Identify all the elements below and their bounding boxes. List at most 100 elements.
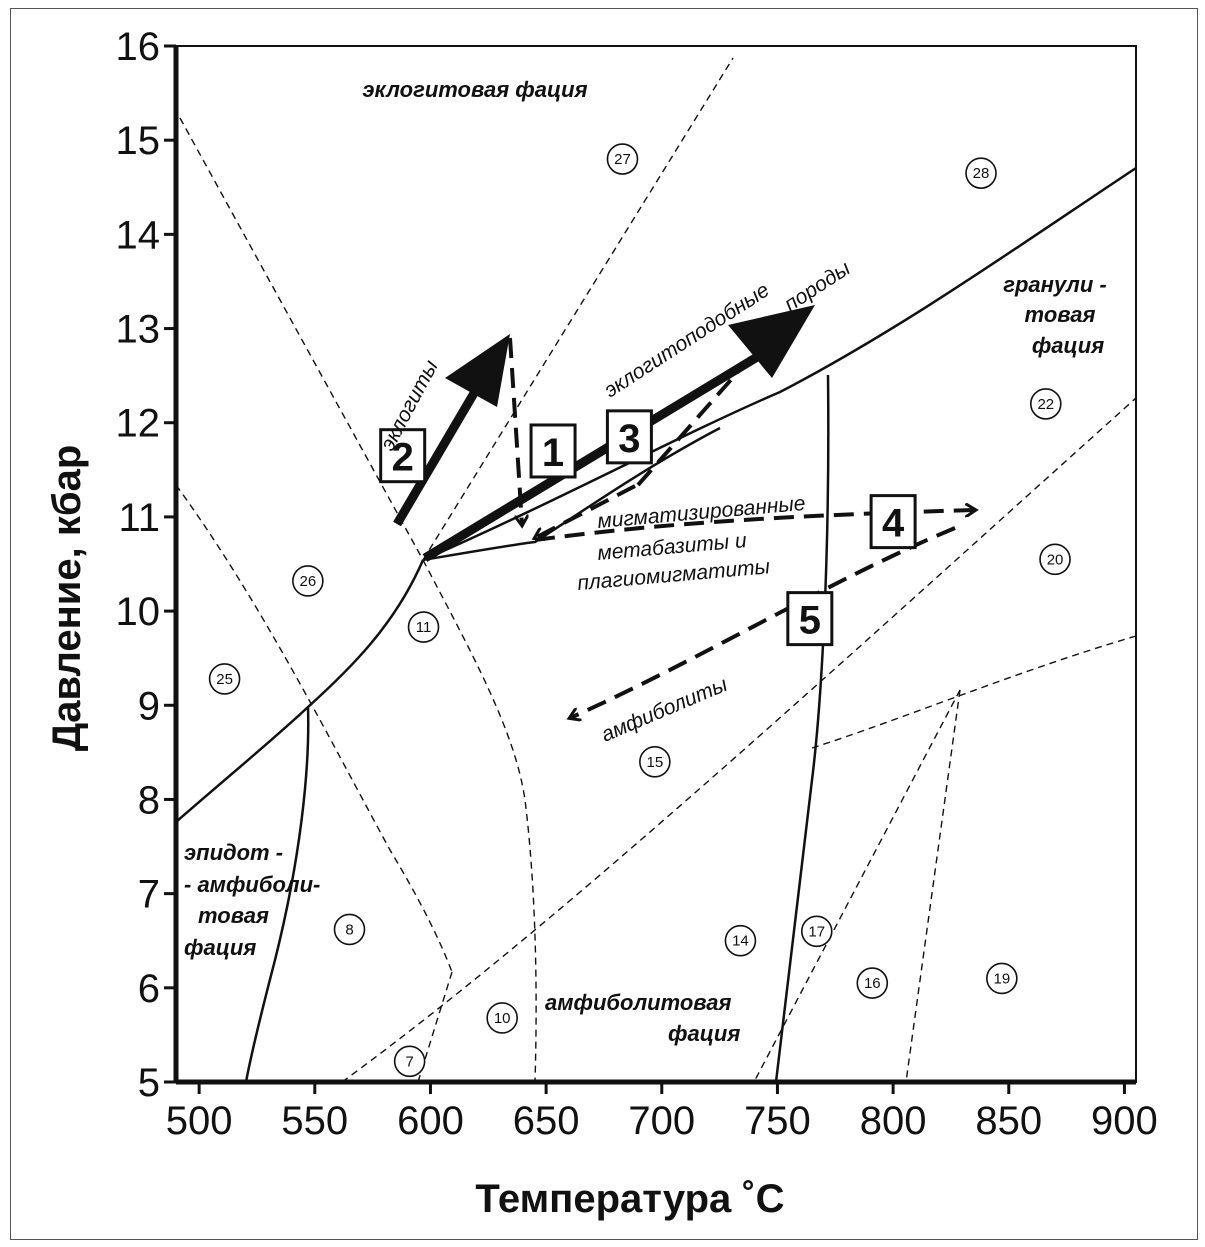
- reaction-circle: [292, 565, 324, 597]
- reaction-line-19: [905, 689, 961, 1083]
- granulite-vertical-curve: [774, 374, 830, 1083]
- path-4-dashed-arrow: [534, 510, 975, 542]
- reaction-number-20: 20: [1039, 543, 1071, 576]
- reaction-number-label: 26: [300, 573, 317, 590]
- reaction-number-label: 15: [646, 754, 663, 771]
- y-tick-label: 7: [138, 873, 160, 917]
- x-tick-label: 650: [513, 1099, 580, 1143]
- path-box-frame: [379, 428, 427, 484]
- path-box-frame: [869, 494, 917, 550]
- reaction-number-17: 17: [800, 915, 833, 948]
- path-5-dashed-arrow: [570, 526, 956, 718]
- granulite-facies-label-1: гранули -: [1003, 272, 1107, 297]
- x-ticks: 500 550 600 650 700 750 800 850 900: [166, 1082, 1158, 1143]
- eclogite-boundary-curve: [175, 559, 425, 823]
- epidote-amphibolite-curve: [244, 706, 310, 1083]
- reaction-number-22: 22: [1029, 388, 1062, 420]
- path-2-arrow-line: [393, 380, 484, 527]
- reaction-number-27: 27: [606, 143, 639, 175]
- epidote-facies-label-1: эпидот -: [184, 840, 283, 865]
- epidote-facies-label-2: - амфиболи-: [184, 872, 320, 897]
- reaction-circle: [407, 611, 440, 643]
- figure-frame: [10, 8, 1198, 1240]
- reaction-line-16: [753, 689, 961, 1083]
- y-tick-label: 14: [116, 213, 161, 257]
- reaction-number-8: 8: [333, 913, 366, 946]
- path-box-frame: [529, 423, 577, 479]
- reaction-circle: [1039, 543, 1071, 576]
- reaction-number-15: 15: [639, 745, 671, 778]
- solid-arrows: [393, 305, 815, 562]
- x-tick-label: 850: [975, 1099, 1042, 1143]
- reaction-number-label: 14: [732, 933, 749, 950]
- reaction-number-label: 17: [808, 923, 825, 940]
- path-3-dashed-arrow: [535, 484, 636, 538]
- reaction-circle: [800, 915, 833, 948]
- path-box-number: 4: [882, 502, 905, 546]
- y-ticks: 5 6 7 8 9 10 11 12 13 14 15 16: [116, 25, 176, 1105]
- reaction-line-26: [175, 484, 453, 973]
- x-tick-label: 500: [166, 1099, 233, 1143]
- epidote-facies-label-4: фация: [184, 935, 256, 960]
- reaction-line-27-right: [422, 57, 734, 561]
- y-tick-label: 5: [138, 1061, 160, 1105]
- reaction-number-28: 28: [965, 157, 997, 189]
- y-tick-label: 13: [116, 308, 161, 352]
- granulite-facies-label-2: товая: [1025, 302, 1096, 327]
- amphibolite-facies-label-2: фация: [668, 1021, 740, 1046]
- reaction-circle: [639, 745, 671, 778]
- solid-curves: [175, 166, 1137, 1083]
- path-number-boxes: 1 2 3 4 5: [379, 409, 917, 647]
- reaction-number-11: 11: [407, 611, 440, 643]
- path-1-arrowhead: [728, 305, 815, 378]
- reaction-number-label: 7: [405, 1053, 413, 1070]
- reaction-number-label: 19: [993, 970, 1010, 987]
- x-tick-label: 750: [744, 1099, 811, 1143]
- reaction-number-label: 25: [216, 671, 233, 688]
- y-tick-label: 16: [116, 25, 161, 69]
- reaction-number-label: 22: [1037, 396, 1054, 413]
- reaction-number-label: 11: [416, 619, 432, 636]
- y-axis-title: Давление, кбар: [45, 445, 89, 752]
- path-box-3: 3: [605, 409, 653, 465]
- reaction-circle: [724, 924, 757, 957]
- reaction-circle: [393, 1045, 426, 1078]
- reaction-circle: [856, 967, 889, 999]
- granulite-facies-label-3: фация: [1032, 333, 1104, 358]
- x-tick-label: 800: [860, 1099, 927, 1143]
- path-box-4: 4: [869, 494, 917, 550]
- reaction-number-label: 10: [494, 1010, 511, 1027]
- path-box-frame: [786, 591, 834, 647]
- path-1-arrow-line: [422, 344, 775, 562]
- reaction-circle: [333, 913, 366, 946]
- amphibolite-facies-label-1: амфиболитовая: [545, 990, 732, 1015]
- path-box-1: 1: [529, 423, 577, 479]
- reaction-number-16: 16: [856, 967, 889, 999]
- reaction-circle: [1029, 388, 1062, 420]
- reaction-number-26: 26: [292, 565, 324, 597]
- path-box-5: 5: [786, 591, 834, 647]
- path-2-arrowhead: [445, 334, 510, 407]
- y-tick-label: 10: [116, 590, 161, 634]
- eclogite-facies-label: эклогитовая фация: [362, 77, 587, 102]
- path-2-retro-dashed-arrow: [508, 337, 522, 525]
- y-tick-label: 11: [118, 496, 160, 540]
- y-tick-label: 12: [116, 402, 161, 446]
- reaction-circle: [986, 962, 1018, 995]
- reaction-line-22: [341, 397, 1137, 1083]
- reaction-line-27-left: [179, 117, 424, 561]
- reaction-number-10: 10: [486, 1002, 518, 1034]
- y-tick-label: 6: [138, 967, 160, 1011]
- reaction-number-19: 19: [986, 962, 1018, 995]
- plot-area: [175, 45, 1137, 1083]
- reaction-number-25: 25: [208, 663, 241, 695]
- path-box-number: 3: [618, 417, 640, 461]
- path-box-number: 2: [392, 436, 414, 480]
- reaction-number-7: 7: [393, 1045, 426, 1078]
- reaction-circle: [208, 663, 241, 695]
- eclogite-like-label-2: породы: [780, 256, 855, 316]
- x-tick-label: 900: [1091, 1099, 1158, 1143]
- amphibolites-label: амфиболиты: [598, 673, 731, 747]
